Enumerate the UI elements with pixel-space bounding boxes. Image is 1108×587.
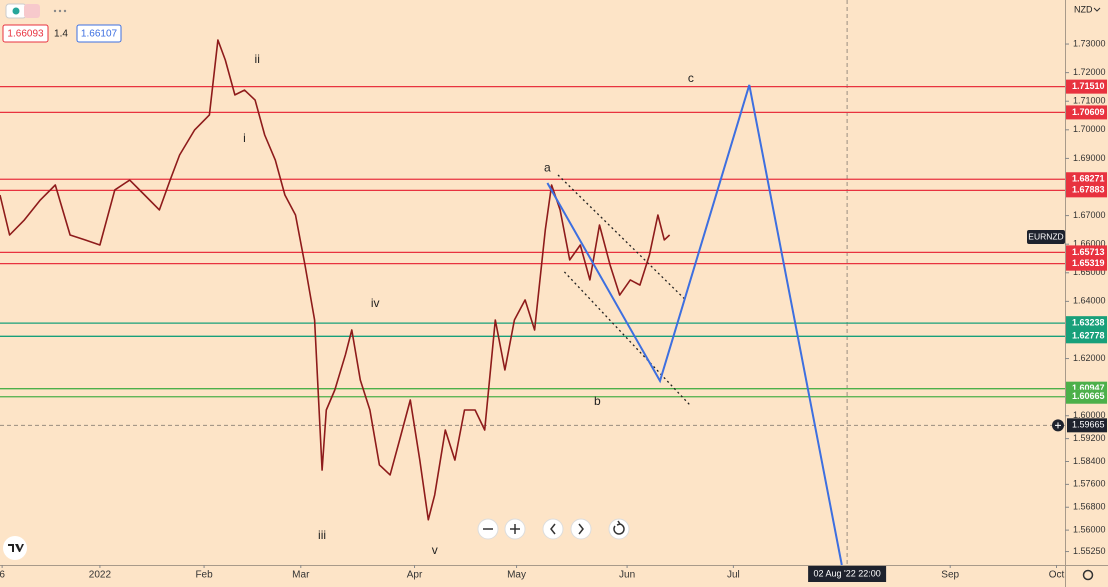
crosshair-x-label: 02 Aug '22 22:00 — [813, 568, 880, 578]
logo-mark — [8, 544, 24, 552]
y-tick-label: 1.57600 — [1073, 479, 1106, 489]
y-tick-label: 1.59200 — [1073, 433, 1106, 443]
status-dot — [12, 7, 20, 15]
wave-label: v — [432, 543, 438, 557]
ask-box[interactable] — [76, 24, 122, 43]
wave-label: ii — [255, 52, 260, 66]
x-tick-label: Sep — [941, 570, 959, 581]
level-label: 1.65319 — [1072, 258, 1105, 268]
y-tick-label: 1.64000 — [1073, 296, 1106, 306]
wave-label: b — [594, 394, 601, 408]
level-label: 1.62778 — [1072, 331, 1105, 341]
reset-icon — [613, 520, 625, 535]
crosshair-y-box — [1067, 418, 1107, 433]
plus-icon — [510, 524, 520, 534]
level-label: 1.65713 — [1072, 247, 1105, 257]
ask: 1.66107 — [81, 29, 118, 40]
symbol-label: EURNZD — [1028, 231, 1063, 241]
y-tick-label: 1.62000 — [1073, 353, 1106, 363]
y-tick-label: 1.56800 — [1073, 502, 1106, 512]
x-tick-label: Apr — [407, 570, 423, 581]
status-icon[interactable] — [24, 4, 40, 18]
level-label-box — [1066, 245, 1107, 260]
level-label-box — [1066, 256, 1107, 271]
channel-line — [563, 271, 691, 406]
x-tick-label: 6 — [0, 570, 5, 581]
spread: 1.4 — [54, 29, 68, 40]
crosshair-add-icon — [1055, 422, 1061, 429]
y-tick-label: 1.70000 — [1073, 124, 1106, 134]
symbol-box — [1027, 230, 1065, 245]
level-label: 1.60665 — [1072, 391, 1105, 401]
y-tick-label: 1.72000 — [1073, 67, 1106, 77]
menu-dot — [58, 9, 62, 13]
wave-label: i — [243, 131, 246, 145]
y-tick-label: 1.55250 — [1073, 546, 1106, 556]
level-label-box — [1066, 183, 1107, 198]
level-label: 1.71510 — [1072, 81, 1105, 91]
menu-dot[interactable] — [53, 9, 57, 13]
wave-label: iv — [371, 296, 380, 310]
crosshair-x-box — [808, 566, 887, 582]
wave-label: a — [544, 160, 551, 174]
menu-dot — [63, 9, 67, 13]
x-tick-label: 2022 — [89, 570, 112, 581]
level-label-box — [1066, 316, 1107, 331]
level-label: 1.60947 — [1072, 383, 1105, 393]
y-tick-label: 1.73000 — [1073, 38, 1106, 48]
scroll-left[interactable] — [542, 518, 564, 540]
currency-caret — [1093, 7, 1101, 12]
y-tick-label: 1.58400 — [1073, 456, 1106, 466]
x-tick-label: Feb — [195, 570, 213, 581]
y-tick-label: 1.60000 — [1073, 410, 1106, 420]
projection-line — [546, 84, 843, 566]
level-label: 1.70609 — [1072, 107, 1105, 117]
level-label: 1.67883 — [1072, 185, 1105, 195]
left-icon — [550, 523, 556, 535]
y-tick-label: 1.67000 — [1073, 210, 1106, 220]
logo[interactable] — [3, 536, 27, 560]
level-label-box — [1066, 105, 1107, 120]
x-tick-label: Jun — [619, 570, 635, 581]
scroll-right[interactable] — [570, 518, 592, 540]
y-tick-label: 1.69000 — [1073, 153, 1106, 163]
y-tick-label: 1.56000 — [1073, 524, 1106, 534]
wave-label: c — [688, 71, 694, 85]
level-label-box — [1066, 172, 1107, 187]
bid: 1.66093 — [7, 29, 44, 40]
level-label-box — [1066, 389, 1107, 404]
settings-icon[interactable] — [1082, 569, 1094, 581]
bid-box[interactable] — [2, 24, 49, 43]
y-tick-label: 1.66000 — [1073, 239, 1106, 249]
nav-icons — [483, 520, 625, 535]
level-label: 1.68271 — [1072, 174, 1105, 184]
y-tick-label: 1.65000 — [1073, 267, 1106, 277]
crosshair-y-label: 1.59665 — [1072, 420, 1105, 430]
y-tick-label: 1.71000 — [1073, 96, 1106, 106]
currency[interactable]: NZD — [1074, 4, 1093, 14]
x-tick-label: May — [507, 570, 526, 581]
price-line — [0, 39, 671, 521]
x-tick-label: Mar — [292, 570, 310, 581]
level-label: 1.63238 — [1072, 318, 1105, 328]
level-label-box — [1066, 329, 1107, 344]
reset[interactable] — [608, 518, 630, 540]
x-tick-label: Jul — [727, 570, 740, 581]
level-label-box — [1066, 79, 1107, 94]
x-tick-label: Oct — [1049, 570, 1065, 581]
wave-label: iii — [318, 528, 326, 542]
right-icon — [578, 523, 584, 535]
